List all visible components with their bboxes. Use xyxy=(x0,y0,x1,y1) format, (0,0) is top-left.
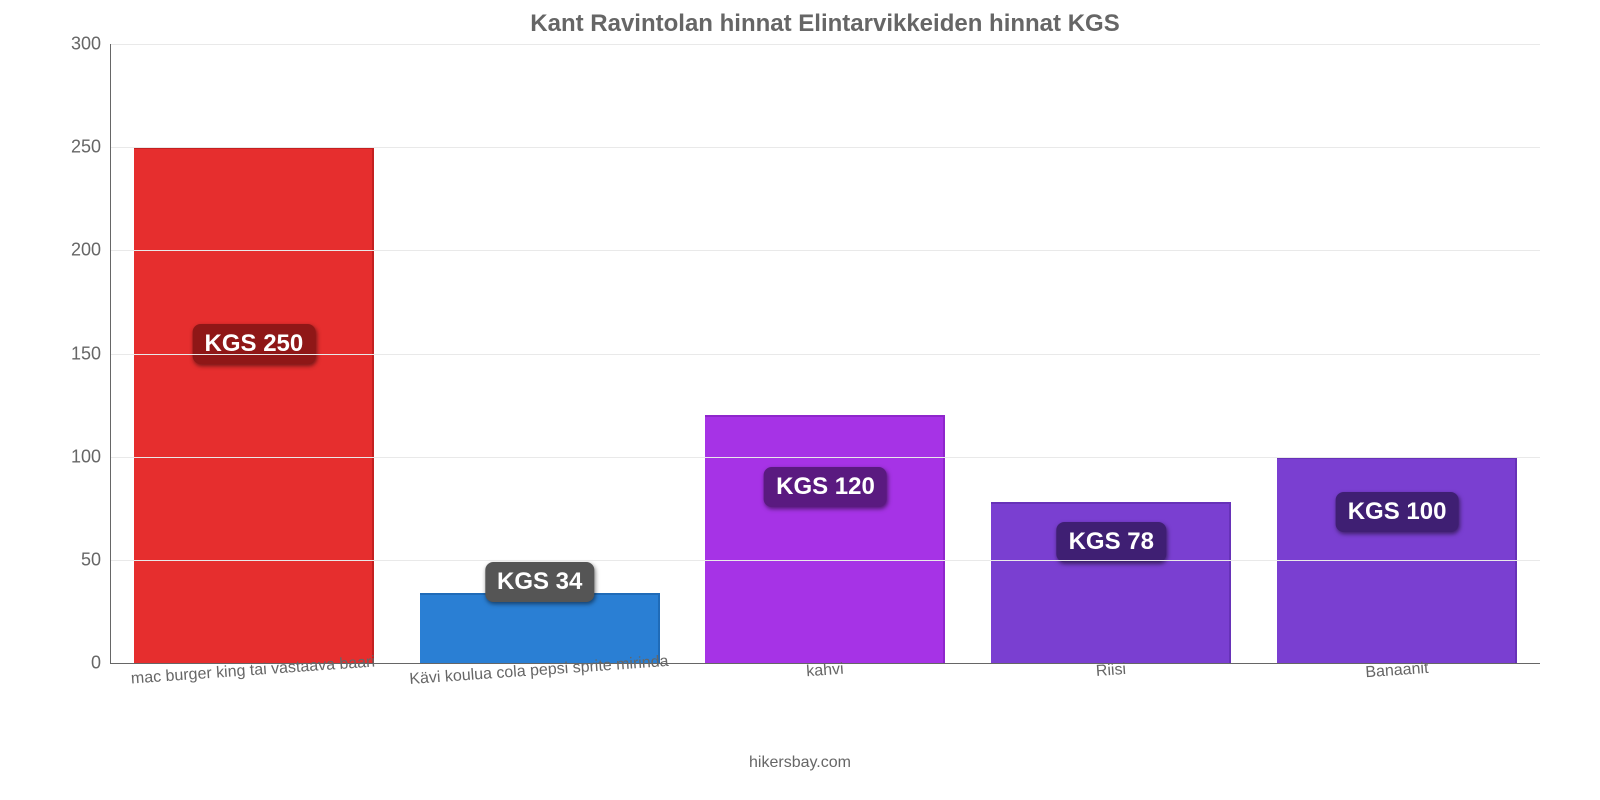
chart-container: Kant Ravintolan hinnat Elintarvikkeiden … xyxy=(0,0,1600,800)
grid-line xyxy=(111,250,1540,251)
grid-line xyxy=(111,457,1540,458)
x-axis-labels: mac burger king tai vastaava baariKävi k… xyxy=(110,662,1540,680)
y-tick-label: 0 xyxy=(91,653,111,674)
y-tick-label: 50 xyxy=(81,549,111,570)
y-tick-label: 250 xyxy=(71,137,111,158)
grid-line xyxy=(111,147,1540,148)
bar xyxy=(134,147,374,663)
y-tick-label: 150 xyxy=(71,343,111,364)
y-tick-label: 100 xyxy=(71,446,111,467)
bar xyxy=(420,593,660,663)
value-badge: KGS 120 xyxy=(764,467,887,507)
attribution-text: hikersbay.com xyxy=(0,754,1600,772)
y-tick-label: 200 xyxy=(71,240,111,261)
grid-line xyxy=(111,560,1540,561)
chart-title: Kant Ravintolan hinnat Elintarvikkeiden … xyxy=(110,10,1540,38)
grid-line xyxy=(111,44,1540,45)
grid-line xyxy=(111,354,1540,355)
value-badge: KGS 78 xyxy=(1057,522,1166,562)
plot-area: KGS 250KGS 34KGS 120KGS 78KGS 100 050100… xyxy=(110,44,1540,664)
bar xyxy=(705,415,945,663)
value-badge: KGS 100 xyxy=(1336,492,1459,532)
value-badge: KGS 34 xyxy=(485,562,594,602)
y-tick-label: 300 xyxy=(71,34,111,55)
value-badge: KGS 250 xyxy=(193,324,316,364)
